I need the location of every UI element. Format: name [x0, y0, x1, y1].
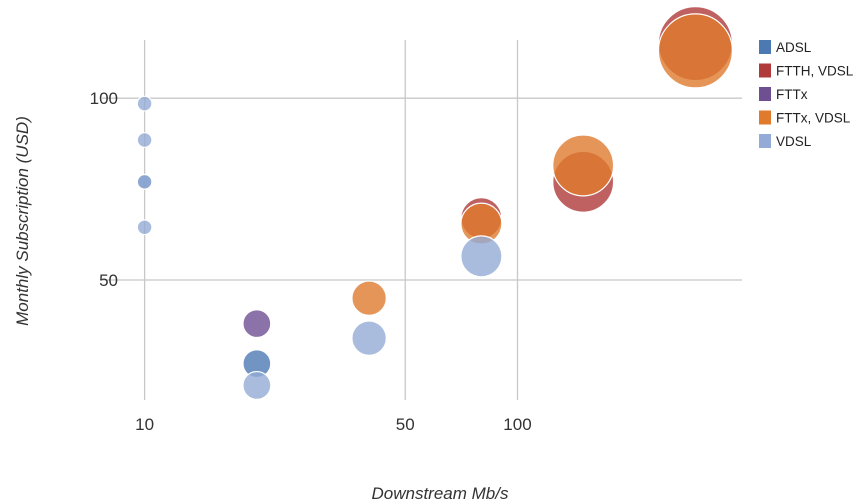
bubbles: ADSLADSLFTTH, VDSLFTTH, VDSLFTTH, VDSLFT…	[136, 6, 734, 400]
bubble-point[interactable]: FTTx	[242, 309, 272, 339]
bubble-point[interactable]: FTTx, VDSL	[657, 13, 734, 89]
legend: ADSL FTTH, VDSL FTTx FTTx, VDSL VDSL	[759, 40, 854, 149]
bubble-point[interactable]: VDSL	[136, 95, 153, 112]
legend-label: FTTx	[776, 87, 808, 102]
x-tick-label: 100	[503, 415, 531, 434]
bubble-point[interactable]: VDSL	[460, 235, 503, 278]
legend-label: FTTx, VDSL	[776, 111, 851, 126]
x-axis-title: Downstream Mb/s	[372, 484, 509, 503]
x-tick-label: 50	[396, 415, 415, 434]
y-tick-label: 100	[90, 89, 118, 108]
y-axis-title: Monthly Subscription (USD)	[13, 116, 32, 326]
bubble-point[interactable]: VDSL	[242, 370, 272, 400]
legend-swatch	[759, 134, 771, 148]
x-tick-label: 10	[135, 415, 154, 434]
y-tick-label: 50	[99, 271, 118, 290]
legend-label: ADSL	[776, 40, 812, 55]
legend-label: FTTH, VDSL	[776, 64, 854, 79]
tick-labels: 10 50 100 50 100	[90, 89, 532, 434]
bubble-point[interactable]: FTTx, VDSL	[351, 280, 387, 316]
legend-swatch	[759, 40, 771, 54]
bubble-point[interactable]: VDSL	[136, 219, 153, 236]
bubble-point[interactable]: VDSL	[351, 320, 387, 356]
legend-label: VDSL	[776, 134, 812, 149]
grid	[102, 40, 742, 400]
bubble-point[interactable]: VDSL	[136, 132, 153, 148]
bubble-point[interactable]: VDSL	[136, 173, 153, 190]
legend-swatch	[759, 63, 771, 78]
bubble-point[interactable]: FTTx, VDSL	[552, 134, 615, 197]
legend-swatch	[759, 87, 771, 101]
legend-swatch	[759, 110, 771, 125]
